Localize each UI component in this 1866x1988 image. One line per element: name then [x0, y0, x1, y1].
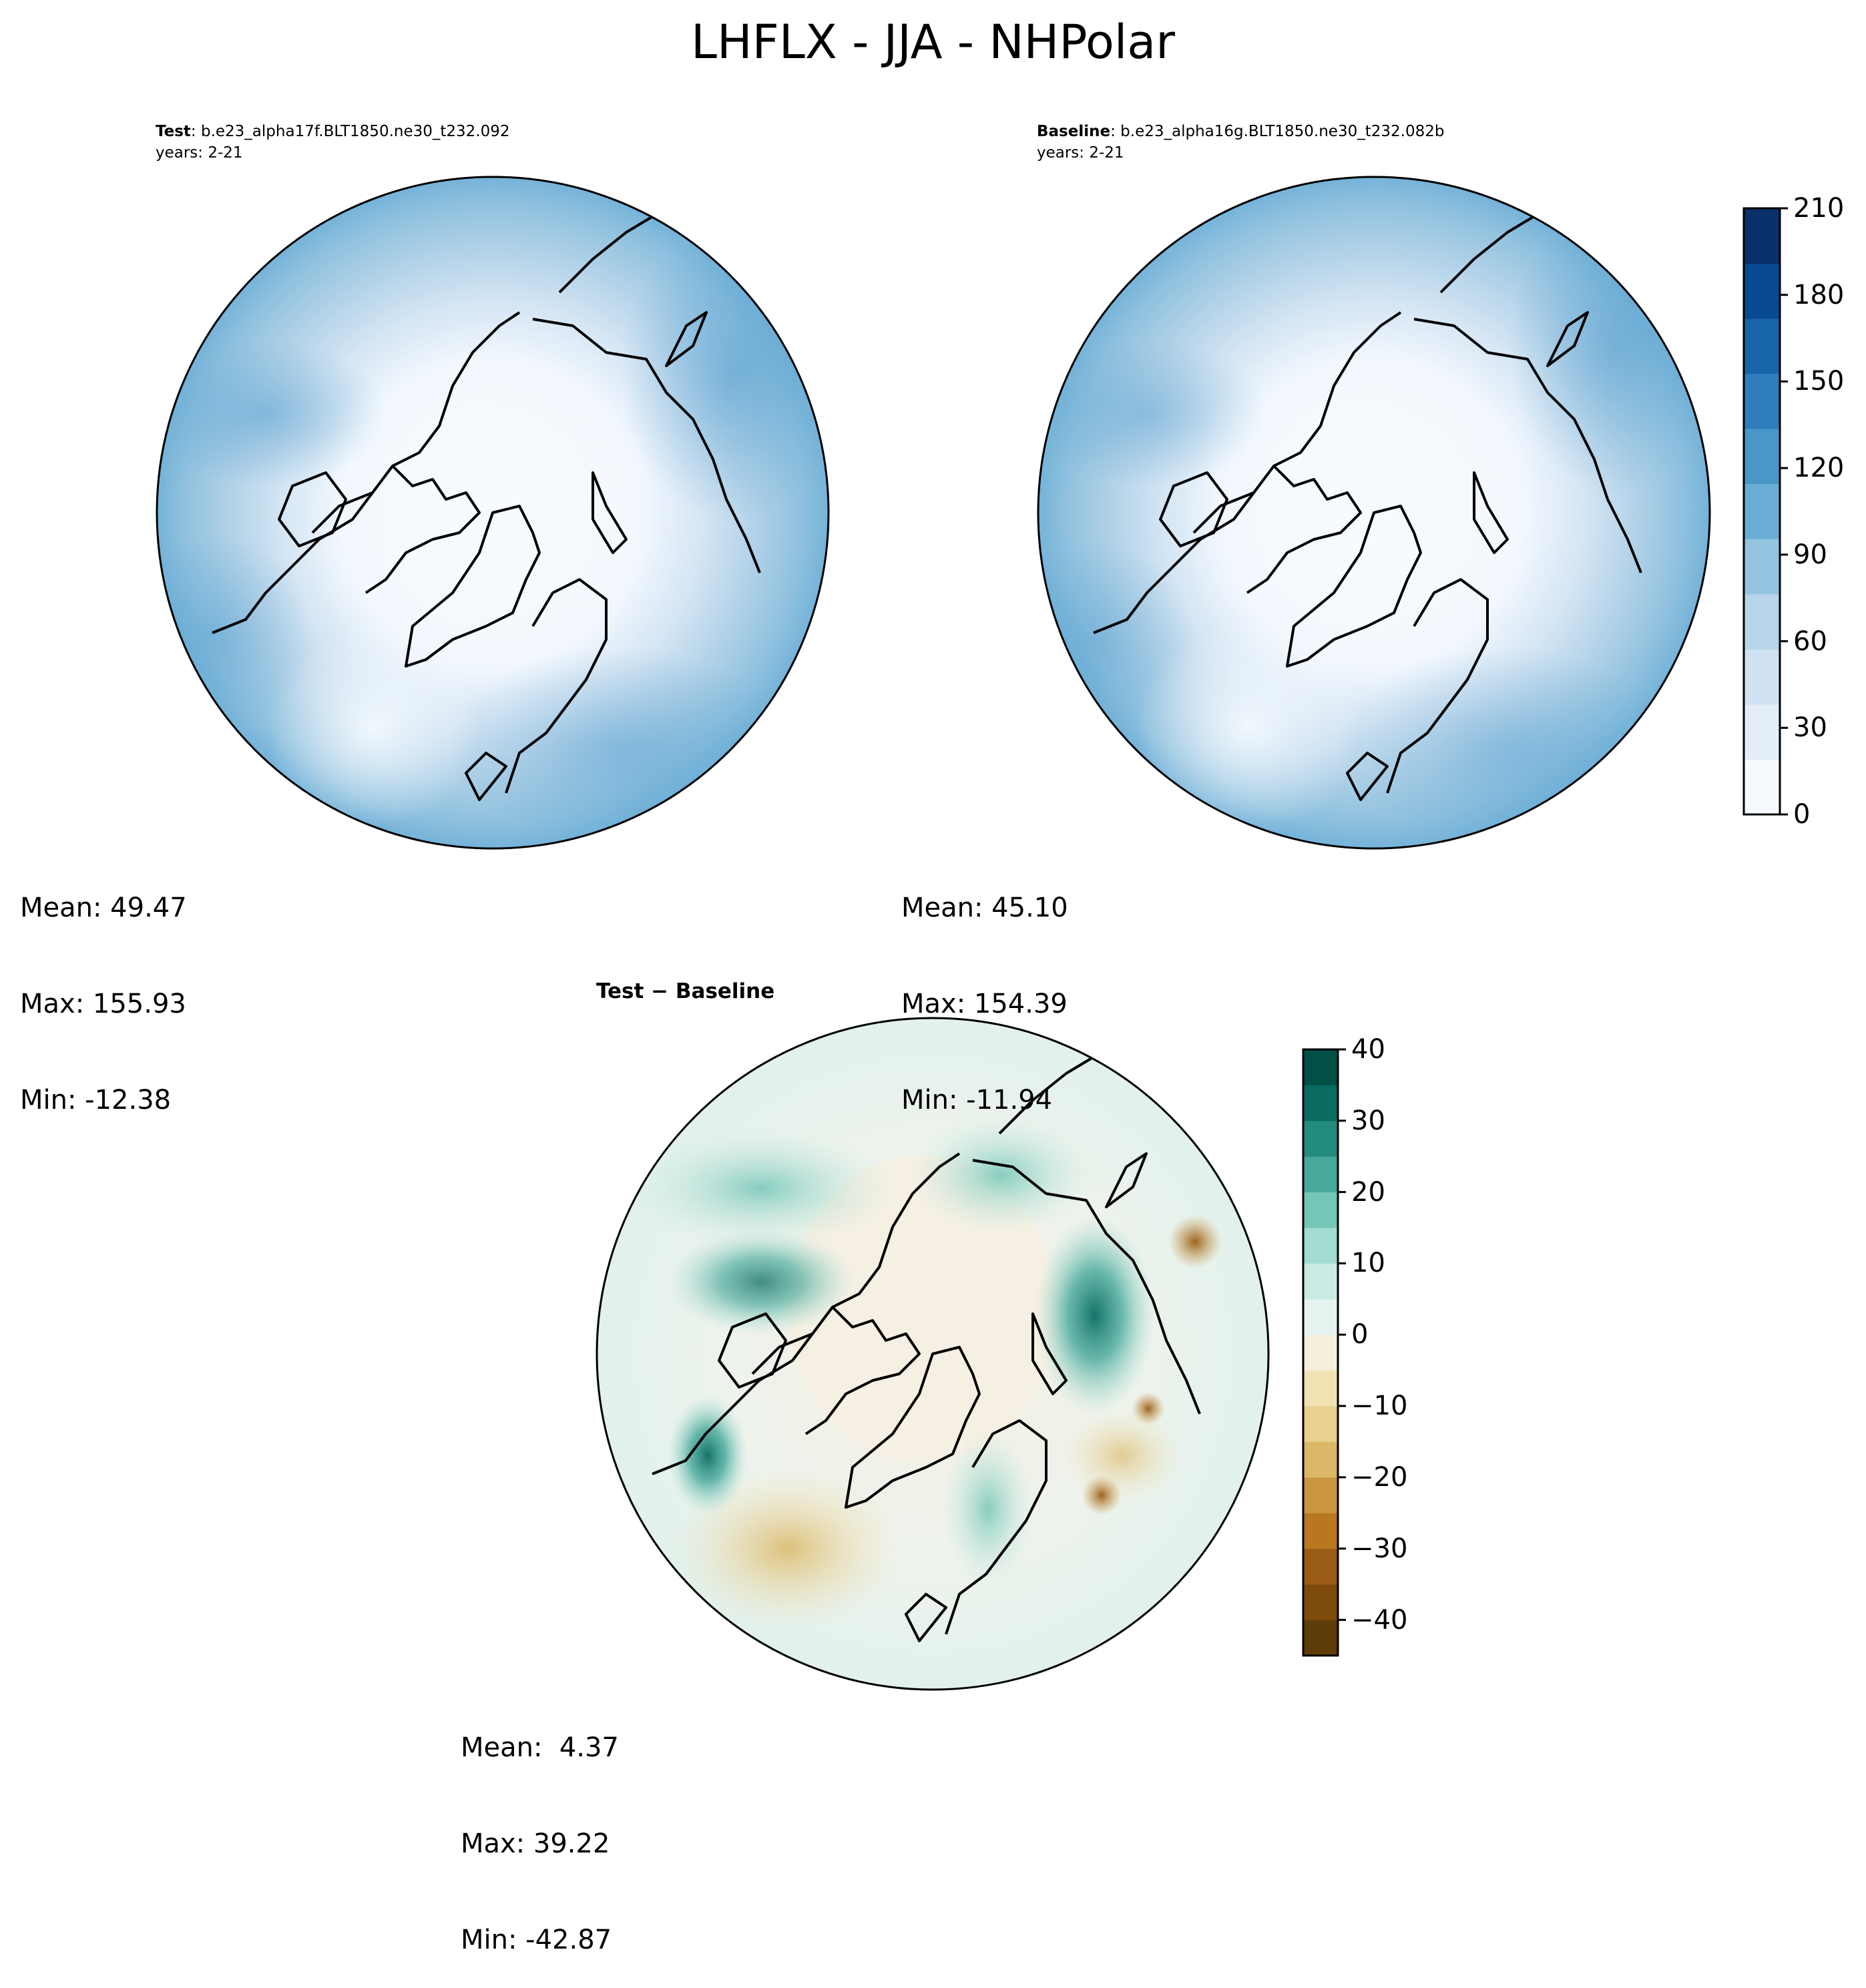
- difference-colorbar-tick-label: −30: [1351, 1533, 1408, 1564]
- baseline-panel-title: Baseline: b.e23_alpha16g.BLT1850.ne30_t2…: [1037, 121, 1444, 142]
- diff-label-baseline: Baseline: [675, 979, 775, 1003]
- difference-max: Max: 39.22: [461, 1828, 610, 1859]
- difference-mean: Mean: 4.37: [461, 1732, 619, 1763]
- absolute-colorbar-tick-label: 0: [1793, 799, 1811, 830]
- difference-colorbar-band: [1303, 1263, 1338, 1300]
- baseline-years: years: 2-21: [1037, 144, 1124, 162]
- difference-colorbar-band: [1303, 1477, 1338, 1513]
- absolute-colorbar-band: [1744, 429, 1780, 485]
- difference-min: Min: -42.87: [461, 1925, 612, 1955]
- difference-colorbar-band: [1303, 1298, 1338, 1335]
- difference-colorbar-band: [1303, 1584, 1338, 1621]
- difference-colorbar-band: [1303, 1513, 1338, 1549]
- difference-colorbar-frame: [1302, 1048, 1339, 1657]
- absolute-colorbar-band: [1744, 373, 1780, 429]
- absolute-colorbar: [1742, 207, 1788, 816]
- baseline-label: Baseline: [1037, 123, 1111, 140]
- difference-colorbar-band: [1303, 1192, 1338, 1228]
- difference-colorbar-tick-label: 20: [1351, 1176, 1385, 1208]
- absolute-colorbar-band: [1744, 593, 1780, 650]
- test-years: years: 2-21: [156, 144, 243, 162]
- difference-colorbar-band: [1303, 1228, 1338, 1264]
- absolute-colorbar-band: [1744, 263, 1780, 319]
- test-stats: Mean: 49.47 Max: 155.93 Min: -12.38: [20, 828, 187, 1148]
- absolute-colorbar-tick-label: 30: [1793, 712, 1827, 744]
- test-max: Max: 155.93: [20, 989, 186, 1019]
- maps-canvas: [156, 176, 1788, 1691]
- difference-colorbar-tick-label: 10: [1351, 1248, 1385, 1279]
- difference-colorbar-band: [1303, 1370, 1338, 1407]
- test-mean: Mean: 49.47: [20, 893, 187, 923]
- difference-colorbar-band: [1303, 1441, 1338, 1478]
- test-min: Min: -12.38: [20, 1085, 172, 1115]
- difference-colorbar-tick-label: −10: [1351, 1391, 1408, 1422]
- absolute-colorbar-band: [1744, 483, 1780, 539]
- test-label: Test: [156, 123, 191, 140]
- absolute-colorbar-band: [1744, 759, 1780, 815]
- absolute-colorbar-band: [1744, 649, 1780, 705]
- difference-colorbar-band: [1303, 1620, 1338, 1656]
- absolute-colorbar-tick-label: 90: [1793, 539, 1827, 570]
- difference-colorbar-tick-label: −40: [1351, 1604, 1408, 1636]
- absolute-colorbar-tick-label: 210: [1793, 193, 1845, 224]
- test-map: [156, 176, 830, 850]
- diff-label-separator: −: [644, 979, 676, 1003]
- difference-stats: Mean: 4.37 Max: 39.22 Min: -42.87: [461, 1668, 619, 1988]
- baseline-map: [1037, 176, 1711, 850]
- test-case-name: : b.e23_alpha17f.BLT1850.ne30_t232.092: [190, 123, 510, 140]
- difference-colorbar-tick-label: 40: [1351, 1034, 1385, 1065]
- baseline-stats: Mean: 45.10 Max: 154.39 Min: -11.94: [901, 828, 1068, 1148]
- difference-colorbar-band: [1303, 1334, 1338, 1371]
- baseline-max: Max: 154.39: [901, 989, 1068, 1019]
- absolute-colorbar-tick-label: 120: [1793, 453, 1845, 484]
- difference-colorbar-band: [1303, 1049, 1338, 1085]
- absolute-colorbar-tick-label: 180: [1793, 279, 1845, 310]
- diff-label-test: Test: [596, 979, 644, 1003]
- figure-title: LHFLX - JJA - NHPolar: [691, 15, 1175, 69]
- baseline-case-name: : b.e23_alpha16g.BLT1850.ne30_t232.082b: [1110, 123, 1445, 140]
- absolute-colorbar-band: [1744, 539, 1780, 595]
- difference-panel-title: Test − Baseline: [596, 979, 774, 1003]
- difference-colorbar-band: [1303, 1156, 1338, 1193]
- absolute-colorbar-band: [1744, 208, 1780, 264]
- difference-colorbar: [1302, 1048, 1346, 1657]
- baseline-mean: Mean: 45.10: [901, 893, 1068, 923]
- difference-colorbar-band: [1303, 1406, 1338, 1443]
- test-panel-title: Test: b.e23_alpha17f.BLT1850.ne30_t232.0…: [156, 121, 510, 142]
- difference-colorbar-tick-label: 0: [1351, 1319, 1369, 1350]
- absolute-colorbar-tick-label: 60: [1793, 626, 1827, 657]
- absolute-colorbar-tick-label: 150: [1793, 366, 1845, 397]
- baseline-min: Min: -11.94: [901, 1085, 1053, 1115]
- difference-colorbar-tick-label: 30: [1351, 1105, 1385, 1136]
- difference-map: [596, 1017, 1270, 1691]
- difference-colorbar-band: [1303, 1085, 1338, 1122]
- difference-colorbar-band: [1303, 1548, 1338, 1585]
- absolute-colorbar-band: [1744, 704, 1780, 760]
- difference-colorbar-band: [1303, 1120, 1338, 1157]
- absolute-colorbar-frame: [1742, 207, 1781, 816]
- difference-colorbar-tick-label: −20: [1351, 1461, 1408, 1493]
- absolute-colorbar-band: [1744, 318, 1780, 375]
